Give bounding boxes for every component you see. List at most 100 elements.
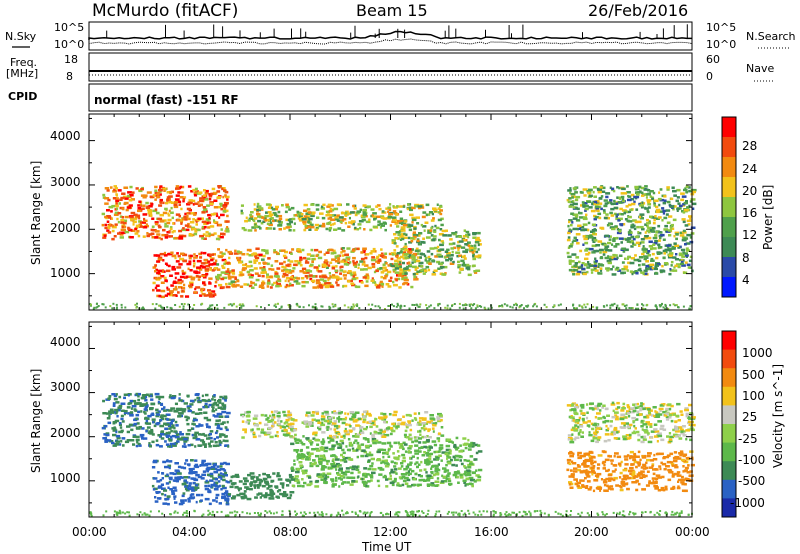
heatmap-cell xyxy=(595,259,598,263)
heatmap-cell xyxy=(170,429,173,433)
power-panel xyxy=(88,113,697,311)
heatmap-cell xyxy=(200,262,206,265)
heatmap-cell xyxy=(216,444,220,447)
heatmap-cell xyxy=(590,230,595,233)
heatmap-cell xyxy=(354,433,358,436)
heatmap-cell xyxy=(476,478,482,482)
heatmap-cell xyxy=(203,416,209,420)
heatmap-cell xyxy=(142,307,145,310)
heatmap-cell xyxy=(604,514,607,517)
heatmap-cell xyxy=(638,215,642,219)
heatmap-cell xyxy=(635,186,639,190)
heatmap-cell xyxy=(111,307,114,310)
heatmap-cell xyxy=(645,267,648,270)
heatmap-cell xyxy=(653,199,659,202)
heatmap-cell xyxy=(319,462,323,466)
freq-tick-bottom: 8 xyxy=(66,70,73,83)
heatmap-cell xyxy=(408,241,413,244)
heatmap-cell xyxy=(145,393,149,396)
heatmap-cell xyxy=(152,420,155,424)
heatmap-cell xyxy=(334,255,337,258)
heatmap-cell xyxy=(159,186,162,190)
heatmap-cell xyxy=(426,307,429,310)
heatmap-cell xyxy=(388,279,392,282)
heatmap-cell xyxy=(348,441,352,445)
heatmap-cell xyxy=(600,195,604,198)
heatmap-cell xyxy=(419,252,424,256)
heatmap-cell xyxy=(381,430,386,433)
heatmap-cell xyxy=(579,216,584,219)
heatmap-cell xyxy=(271,413,276,417)
heatmap-cell xyxy=(187,416,190,419)
heatmap-cell xyxy=(151,418,156,421)
heatmap-cell xyxy=(151,236,155,239)
heatmap-cell xyxy=(201,440,206,444)
heatmap-cell xyxy=(480,513,483,516)
heatmap-cell xyxy=(395,245,399,248)
heatmap-cell xyxy=(429,417,435,420)
heatmap-cell xyxy=(414,272,419,275)
heatmap-cell xyxy=(205,462,209,466)
heatmap-cell xyxy=(339,219,345,222)
heatmap-cell xyxy=(193,256,198,259)
heatmap-cell xyxy=(646,209,649,213)
heatmap-cell xyxy=(201,274,206,278)
heatmap-cell xyxy=(369,425,373,429)
heatmap-cell xyxy=(233,510,236,513)
heatmap-cell xyxy=(280,306,283,309)
heatmap-cell xyxy=(486,510,489,513)
heatmap-cell xyxy=(244,430,247,434)
heatmap-cell xyxy=(171,294,177,297)
heatmap-cell xyxy=(472,255,475,258)
heatmap-cell xyxy=(264,214,269,218)
heatmap-cell xyxy=(191,307,194,310)
heatmap-cell xyxy=(134,232,139,235)
heatmap-cell xyxy=(208,307,211,310)
heatmap-cell xyxy=(426,513,429,516)
heatmap-cell xyxy=(640,241,645,244)
heatmap-cell xyxy=(134,303,137,306)
heatmap-cell xyxy=(205,210,208,213)
heatmap-cell xyxy=(153,459,158,463)
heatmap-cell xyxy=(351,510,354,513)
heatmap-cell xyxy=(193,262,196,265)
heatmap-cell xyxy=(447,510,450,513)
heatmap-cell xyxy=(377,441,382,444)
nsearch-label: N.Search xyxy=(746,30,796,43)
heatmap-cell xyxy=(331,276,336,279)
heatmap-cell xyxy=(145,419,149,423)
heatmap-cell xyxy=(144,194,148,198)
heatmap-cell xyxy=(267,227,273,230)
heatmap-cell xyxy=(343,430,348,433)
heatmap-cell xyxy=(106,229,110,232)
heatmap-cell xyxy=(337,227,342,230)
heatmap-cell xyxy=(156,195,161,199)
heatmap-cell xyxy=(376,215,381,218)
heatmap-cell xyxy=(409,414,412,417)
heatmap-cell xyxy=(126,439,131,442)
heatmap-cell xyxy=(255,247,260,250)
heatmap-cell xyxy=(451,250,454,254)
heatmap-cell xyxy=(220,510,223,513)
heatmap-cell xyxy=(343,304,346,307)
heatmap-cell xyxy=(422,272,426,275)
heatmap-cell xyxy=(356,433,360,437)
heatmap-cell xyxy=(241,415,245,418)
heatmap-cell xyxy=(611,304,614,307)
heatmap-cell xyxy=(459,474,463,477)
heatmap-cell xyxy=(477,248,480,251)
heatmap-cell xyxy=(418,264,423,268)
heatmap-cell xyxy=(617,219,621,222)
heatmap-cell xyxy=(536,510,539,512)
heatmap-cell xyxy=(237,487,242,490)
heatmap-cell xyxy=(154,392,160,396)
heatmap-cell xyxy=(264,480,269,484)
heatmap-cell xyxy=(245,415,251,418)
heatmap-cell xyxy=(213,484,217,487)
heatmap-cell xyxy=(255,305,258,308)
heatmap-cell xyxy=(362,420,366,424)
heatmap-cell xyxy=(208,195,213,198)
heatmap-cell xyxy=(391,253,394,256)
heatmap-cell xyxy=(657,224,661,228)
heatmap-cell xyxy=(328,420,333,423)
